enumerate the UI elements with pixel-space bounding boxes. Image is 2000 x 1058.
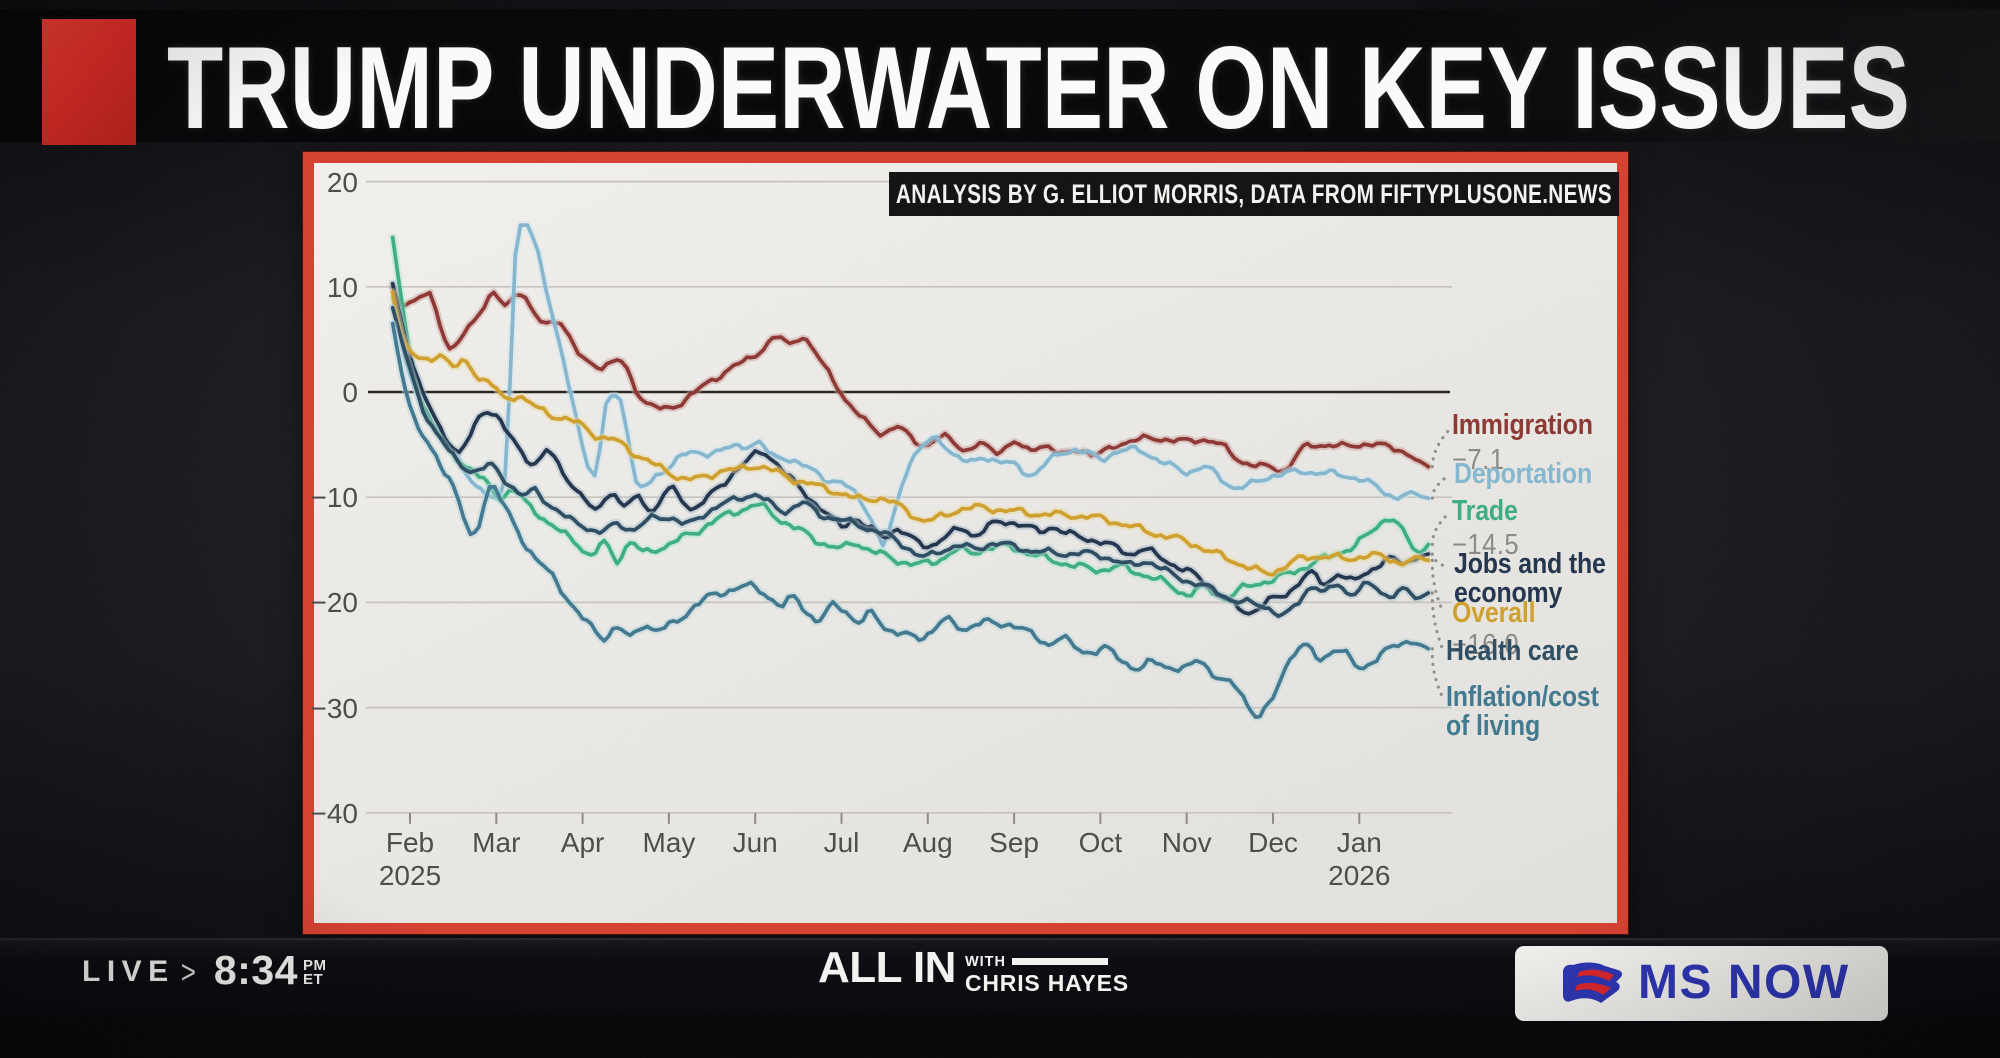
headline-title: TRUMP UNDERWATER ON KEY ISSUES: [167, 22, 1910, 153]
series-label-deportation: Deportation: [1454, 458, 1593, 490]
show-with-row: WITH: [964, 953, 1129, 970]
network-logo-box: MS NOW: [1515, 946, 1888, 1021]
y-axis-tick-label: −30: [310, 692, 359, 724]
clock-time: 8:34: [213, 947, 298, 993]
x-axis-tick-label: Jan 2026: [1328, 827, 1391, 891]
live-label: LIVE: [82, 955, 175, 988]
banner-accent-block: [42, 19, 136, 145]
show-with-rule: [1012, 957, 1109, 965]
y-axis-tick-label: −20: [310, 587, 359, 619]
network-name: MS NOW: [1638, 956, 1850, 1009]
x-axis-tick-label: Feb 2025: [378, 827, 442, 891]
clock-zone: PM ET: [303, 955, 327, 987]
live-separator-icon: >: [180, 952, 196, 991]
attribution-bar: ANALYSIS BY G. ELLIOT MORRIS, DATA FROM …: [889, 172, 1619, 216]
x-axis-tick-label: Dec: [1248, 827, 1298, 858]
series-label-immigration: Immigration: [1452, 409, 1593, 441]
show-title: ALL IN: [818, 943, 956, 992]
chart-panel: ANALYSIS BY G. ELLIOT MORRIS, DATA FROM …: [303, 152, 1628, 934]
network-flag-icon: [1563, 961, 1622, 1003]
approval-line-chart: [366, 180, 1452, 824]
live-bug: LIVE > 8:34 PM ET: [82, 947, 326, 994]
x-axis-tick-label: Apr: [560, 827, 605, 858]
x-axis-tick-label: Jun: [732, 827, 778, 858]
series-label-overall: Overall: [1452, 597, 1536, 629]
attribution-text: ANALYSIS BY G. ELLIOT MORRIS, DATA FROM …: [896, 178, 1612, 209]
x-axis-tick-label: May: [642, 827, 696, 858]
show-logo: ALL IN WITH CHRIS HAYES: [818, 944, 1129, 997]
y-axis-tick-label: 10: [326, 271, 358, 303]
headline-banner: TRUMP UNDERWATER ON KEY ISSUES: [0, 9, 2000, 153]
series-label-trade: Trade: [1452, 495, 1518, 527]
show-with-label: WITH: [964, 953, 1007, 970]
x-axis-tick-label: Jul: [823, 827, 860, 858]
series-label-health: Health care: [1446, 635, 1579, 667]
series-label-inflation: Inflation/cost of living: [1446, 681, 1599, 742]
y-axis-tick-label: −10: [310, 482, 359, 514]
show-host-name: CHRIS HAYES: [964, 970, 1129, 996]
x-axis-tick-label: Nov: [1161, 827, 1212, 858]
x-axis-tick-label: Mar: [472, 827, 521, 858]
x-axis-tick-label: Oct: [1078, 827, 1123, 858]
clock-timezone: ET: [302, 970, 324, 988]
show-subtitle: WITH CHRIS HAYES: [965, 944, 1129, 997]
x-axis-tick-label: Aug: [902, 827, 953, 858]
x-axis-tick-label: Sep: [989, 827, 1040, 858]
y-axis-tick-label: 20: [326, 166, 358, 198]
y-axis-tick-label: 0: [342, 377, 358, 408]
y-axis-tick-label: −40: [310, 797, 359, 829]
